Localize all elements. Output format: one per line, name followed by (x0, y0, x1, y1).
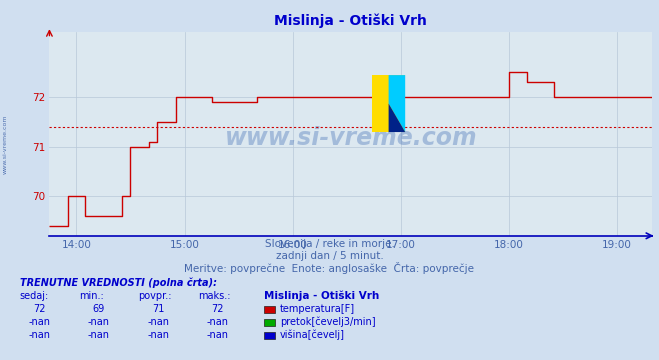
Text: pretok[čevelj3/min]: pretok[čevelj3/min] (280, 317, 376, 328)
Text: Mislinja - Otiški Vrh: Mislinja - Otiški Vrh (264, 290, 379, 301)
Text: povpr.:: povpr.: (138, 291, 172, 301)
Text: 72: 72 (212, 305, 223, 315)
Text: -nan: -nan (206, 318, 229, 328)
Text: -nan: -nan (147, 318, 169, 328)
Text: temperatura[F]: temperatura[F] (280, 305, 355, 315)
Text: -nan: -nan (88, 330, 110, 341)
Text: Meritve: povprečne  Enote: anglosaške  Črta: povprečje: Meritve: povprečne Enote: anglosaške Črt… (185, 262, 474, 274)
Text: -nan: -nan (88, 318, 110, 328)
Text: Slovenija / reke in morje.: Slovenija / reke in morje. (264, 239, 395, 249)
Title: Mislinja - Otiški Vrh: Mislinja - Otiški Vrh (275, 14, 427, 28)
Polygon shape (389, 75, 405, 132)
Text: -nan: -nan (28, 318, 51, 328)
Bar (372, 75, 405, 132)
Text: sedaj:: sedaj: (20, 291, 49, 301)
Text: maks.:: maks.: (198, 291, 230, 301)
Text: TRENUTNE VREDNOSTI (polna črta):: TRENUTNE VREDNOSTI (polna črta): (20, 278, 217, 288)
Text: www.si-vreme.com: www.si-vreme.com (3, 114, 8, 174)
Text: višina[čevelj]: višina[čevelj] (280, 330, 345, 341)
Text: 69: 69 (93, 305, 105, 315)
Text: min.:: min.: (79, 291, 104, 301)
Text: -nan: -nan (28, 330, 51, 341)
Text: -nan: -nan (206, 330, 229, 341)
Text: 72: 72 (34, 305, 45, 315)
Text: -nan: -nan (147, 330, 169, 341)
Text: zadnji dan / 5 minut.: zadnji dan / 5 minut. (275, 251, 384, 261)
Text: www.si-vreme.com: www.si-vreme.com (225, 126, 477, 150)
Text: 71: 71 (152, 305, 164, 315)
Polygon shape (389, 104, 405, 132)
